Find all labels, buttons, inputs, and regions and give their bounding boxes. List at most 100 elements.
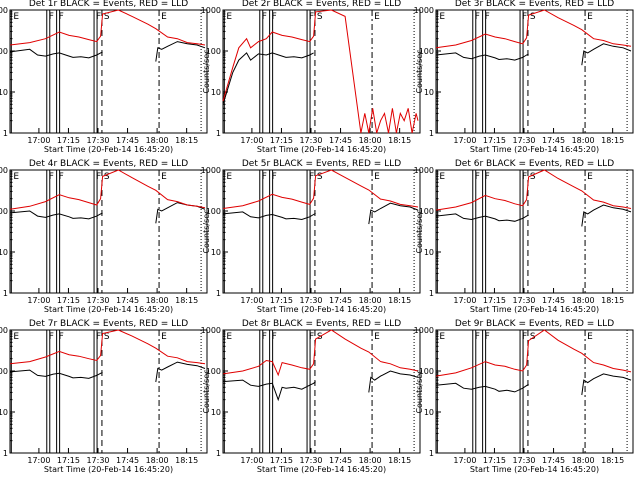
marker-label: F: [49, 332, 54, 342]
marker-label: E: [13, 172, 19, 182]
x-axis-label: Start Time (20-Feb-14 16:45:20): [257, 305, 386, 314]
y-tick-label: 100: [419, 47, 434, 56]
marker-label: F: [49, 172, 54, 182]
y-tick-label: 100: [419, 207, 434, 216]
x-tick-label: 17:30: [512, 296, 535, 305]
marker-label: E: [587, 172, 593, 182]
x-tick-label: 18:15: [601, 296, 624, 305]
series-lld-line: [435, 329, 632, 377]
panel-title: Det 9r BLACK = Events, RED = LLD: [455, 319, 614, 329]
y-tick-label: 100: [0, 207, 8, 216]
x-tick-label: 17:45: [542, 296, 565, 305]
x-axis-label: Start Time (20-Feb-14 16:45:20): [257, 145, 386, 154]
x-tick-label: 17:45: [116, 136, 139, 145]
x-tick-label: 17:30: [299, 456, 322, 465]
x-axis-label: Start Time (20-Feb-14 16:45:20): [44, 145, 173, 154]
y-axis-label: Counts/sec: [202, 369, 211, 413]
x-tick-label: 17:00: [27, 296, 50, 305]
marker-label: E: [587, 12, 593, 22]
marker-label: E: [439, 172, 445, 182]
y-axis-label: Counts/sec: [415, 49, 424, 93]
series-lld-line: [222, 329, 419, 377]
marker-label: E: [161, 12, 167, 22]
marker-label: F: [49, 12, 54, 22]
x-tick-label: 18:00: [359, 296, 382, 305]
panel-title: Det 2r BLACK = Events, RED = LLD: [242, 0, 401, 9]
x-tick-label: 18:00: [146, 296, 169, 305]
x-axis-label: Start Time (20-Feb-14 16:45:20): [470, 305, 599, 314]
x-tick-label: 18:15: [175, 456, 198, 465]
x-tick-label: 18:15: [388, 456, 411, 465]
y-tick-label: 10: [211, 408, 221, 417]
series-lld-line: [9, 329, 206, 365]
series-lld-line: [435, 9, 632, 49]
panel-title: Det 6r BLACK = Events, RED = LLD: [455, 159, 614, 169]
panel-title: Det 7r BLACK = Events, RED = LLD: [29, 319, 188, 329]
plot-frame: [435, 329, 634, 454]
y-axis-label: Counts/sec: [415, 369, 424, 413]
y-tick-label: 1000: [0, 166, 8, 175]
x-tick-label: 18:00: [572, 296, 595, 305]
marker-label: E: [13, 12, 19, 22]
marker-label: S: [530, 332, 536, 342]
marker-label: F: [309, 12, 314, 22]
series-events-line: [222, 370, 419, 402]
marker-label: F: [272, 172, 277, 182]
x-tick-label: 17:45: [542, 456, 565, 465]
y-tick-label: 1: [429, 289, 434, 298]
x-tick-label: 18:00: [359, 456, 382, 465]
marker-label: F: [96, 172, 101, 182]
marker-label: F: [262, 172, 267, 182]
x-tick-label: 17:00: [453, 296, 476, 305]
marker-label: F: [522, 12, 527, 22]
marker-label: F: [262, 332, 267, 342]
y-tick-label: 1: [216, 289, 221, 298]
panel-title: Det 4r BLACK = Events, RED = LLD: [29, 159, 188, 169]
x-tick-label: 17:00: [27, 456, 50, 465]
x-tick-label: 17:45: [542, 136, 565, 145]
y-tick-label: 1000: [414, 326, 434, 335]
y-tick-label: 1000: [0, 6, 8, 15]
y-tick-label: 1: [3, 129, 8, 138]
x-tick-label: 17:45: [329, 136, 352, 145]
x-tick-label: 17:30: [86, 136, 109, 145]
y-tick-label: 100: [0, 367, 8, 376]
y-tick-label: 1000: [414, 6, 434, 15]
plot-frame: [222, 9, 421, 134]
marker-label: F: [59, 12, 64, 22]
y-tick-label: 10: [0, 248, 8, 257]
series-lld-line: [222, 9, 419, 134]
marker-label: E: [161, 172, 167, 182]
y-tick-label: 1: [3, 449, 8, 458]
marker-label: S: [104, 12, 110, 22]
x-tick-label: 17:00: [240, 456, 263, 465]
series-events-line: [9, 202, 206, 224]
x-tick-label: 17:15: [483, 296, 506, 305]
x-tick-label: 17:00: [27, 136, 50, 145]
marker-label: F: [96, 12, 101, 22]
x-axis-label: Start Time (20-Feb-14 16:45:20): [470, 145, 599, 154]
x-tick-label: 18:00: [146, 136, 169, 145]
x-tick-label: 17:00: [453, 456, 476, 465]
x-tick-label: 18:00: [572, 456, 595, 465]
plot-frame: [222, 169, 421, 294]
x-tick-label: 18:15: [175, 296, 198, 305]
x-tick-label: 18:00: [359, 136, 382, 145]
plot-frame: [9, 9, 208, 134]
y-tick-label: 1000: [414, 166, 434, 175]
marker-label: F: [475, 12, 480, 22]
marker-label: F: [272, 12, 277, 22]
series-lld-line: [435, 169, 632, 211]
series-lld-line: [9, 169, 206, 210]
marker-label: S: [530, 12, 536, 22]
marker-label: F: [272, 332, 277, 342]
y-tick-label: 10: [424, 408, 434, 417]
panel-title: Det 8r BLACK = Events, RED = LLD: [242, 319, 401, 329]
marker-label: F: [59, 172, 64, 182]
x-tick-label: 17:45: [329, 296, 352, 305]
marker-label: S: [104, 172, 110, 182]
